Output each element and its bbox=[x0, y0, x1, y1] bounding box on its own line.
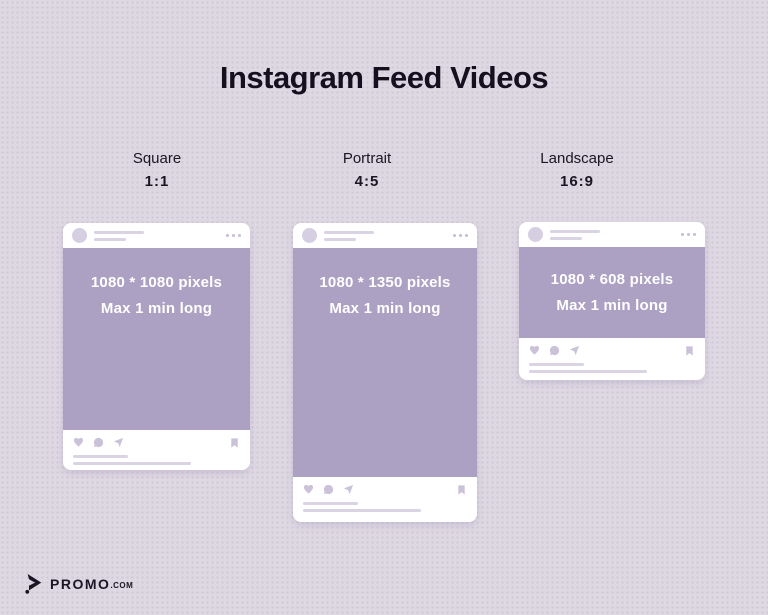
format-name: Square bbox=[132, 150, 182, 167]
username-placeholder bbox=[550, 229, 600, 240]
placeholder-line bbox=[324, 230, 374, 234]
ellipsis-icon bbox=[453, 234, 468, 237]
spec-text: 1080 * 1350 pixels Max 1 min long bbox=[293, 248, 477, 322]
placeholder-line bbox=[550, 229, 600, 233]
spec-duration: Max 1 min long bbox=[100, 300, 213, 317]
post-card-square: 1080 * 1080 pixels Max 1 min long bbox=[63, 223, 250, 470]
page-title: Instagram Feed Videos bbox=[219, 60, 549, 95]
video-placeholder-area: 1080 * 1350 pixels Max 1 min long bbox=[293, 248, 477, 477]
video-placeholder-area: 1080 * 608 pixels Max 1 min long bbox=[519, 247, 705, 338]
column-label-portrait: Portrait 4:5 bbox=[277, 150, 457, 190]
format-name: Portrait bbox=[342, 150, 392, 167]
heart-icon bbox=[73, 437, 84, 448]
spec-duration: Max 1 min long bbox=[556, 297, 668, 314]
video-placeholder-area: 1080 * 1080 pixels Max 1 min long bbox=[63, 248, 250, 430]
bookmark-icon bbox=[456, 484, 467, 495]
format-name: Landscape bbox=[540, 150, 614, 167]
username-placeholder bbox=[94, 230, 144, 241]
placeholder-line bbox=[529, 370, 647, 373]
post-footer bbox=[519, 338, 705, 380]
placeholder-line bbox=[550, 236, 582, 240]
placeholder-line bbox=[303, 502, 358, 505]
ellipsis-icon bbox=[226, 234, 241, 237]
post-header bbox=[519, 222, 705, 247]
placeholder-line bbox=[73, 462, 191, 465]
column-label-landscape: Landscape 16:9 bbox=[487, 150, 667, 190]
aspect-ratio: 16:9 bbox=[559, 173, 595, 190]
post-header bbox=[293, 223, 477, 248]
post-header bbox=[63, 223, 250, 248]
column-label-square: Square 1:1 bbox=[67, 150, 247, 190]
promo-logo: PROMO .COM bbox=[24, 573, 133, 595]
post-footer bbox=[63, 430, 250, 470]
post-card-portrait: 1080 * 1350 pixels Max 1 min long bbox=[293, 223, 477, 522]
post-card-landscape: 1080 * 608 pixels Max 1 min long bbox=[519, 222, 705, 380]
paper-plane-icon bbox=[113, 437, 124, 448]
bookmark-icon bbox=[229, 437, 240, 448]
placeholder-line bbox=[324, 237, 356, 241]
paper-plane-icon bbox=[569, 345, 580, 356]
play-arrow-icon bbox=[24, 573, 44, 595]
logo-brand-text: PROMO bbox=[50, 576, 111, 592]
avatar bbox=[528, 227, 543, 242]
spec-size: 1080 * 608 pixels bbox=[550, 271, 674, 288]
placeholder-line bbox=[94, 230, 144, 234]
paper-plane-icon bbox=[343, 484, 354, 495]
placeholder-line bbox=[303, 509, 421, 512]
spec-size: 1080 * 1080 pixels bbox=[90, 274, 223, 291]
spec-text: 1080 * 608 pixels Max 1 min long bbox=[519, 247, 705, 319]
placeholder-line bbox=[94, 237, 126, 241]
comment-icon bbox=[323, 484, 334, 495]
spec-text: 1080 * 1080 pixels Max 1 min long bbox=[63, 248, 250, 322]
comment-icon bbox=[549, 345, 560, 356]
spec-size: 1080 * 1350 pixels bbox=[319, 274, 451, 291]
aspect-ratio: 1:1 bbox=[144, 173, 170, 190]
logo-suffix-text: .COM bbox=[110, 581, 134, 590]
placeholder-line bbox=[73, 455, 128, 458]
post-footer bbox=[293, 477, 477, 522]
ellipsis-icon bbox=[681, 233, 696, 236]
heart-icon bbox=[303, 484, 314, 495]
avatar bbox=[302, 228, 317, 243]
avatar bbox=[72, 228, 87, 243]
spec-duration: Max 1 min long bbox=[329, 300, 441, 317]
bookmark-icon bbox=[684, 345, 695, 356]
heart-icon bbox=[529, 345, 540, 356]
comment-icon bbox=[93, 437, 104, 448]
aspect-ratio: 4:5 bbox=[354, 173, 380, 190]
placeholder-line bbox=[529, 363, 584, 366]
username-placeholder bbox=[324, 230, 374, 241]
